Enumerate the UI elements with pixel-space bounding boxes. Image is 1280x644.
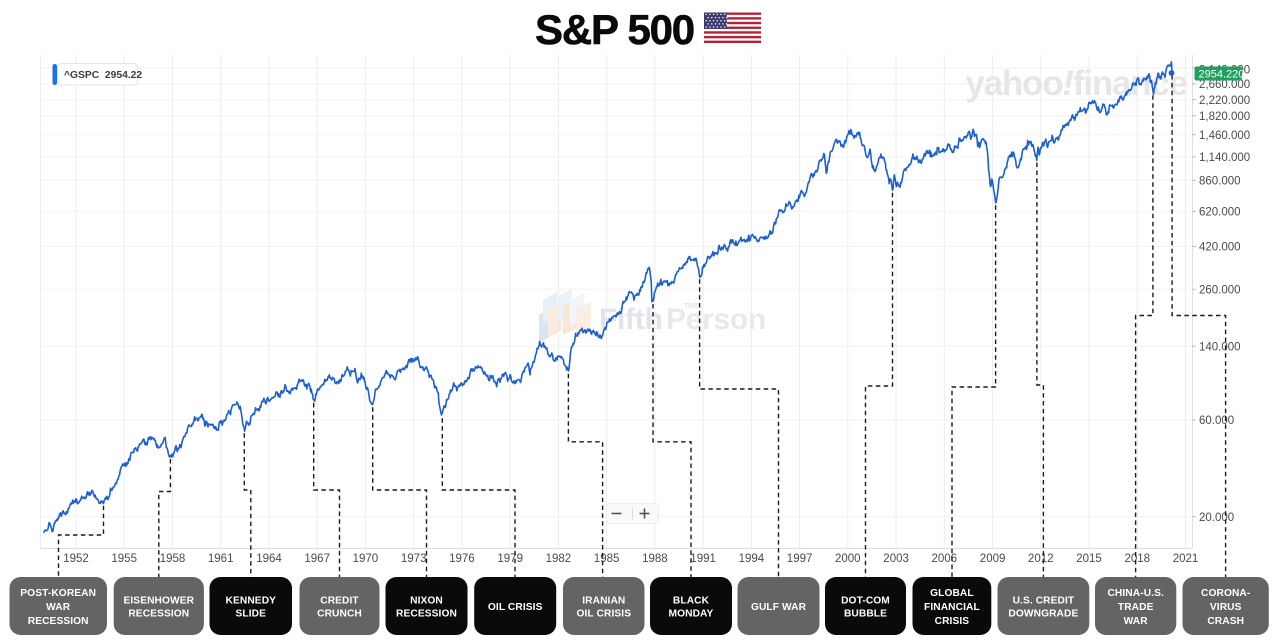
svg-text:OIL CRISIS: OIL CRISIS	[488, 602, 543, 613]
svg-text:20.000: 20.000	[1199, 512, 1234, 524]
svg-text:860.000: 860.000	[1199, 176, 1241, 188]
svg-text:CREDIT: CREDIT	[320, 595, 359, 606]
svg-text:BUBBLE: BUBBLE	[844, 608, 887, 619]
svg-text:THE: THE	[684, 303, 698, 310]
svg-text:WAR: WAR	[46, 602, 71, 613]
svg-text:1,140.000: 1,140.000	[1199, 152, 1250, 164]
svg-text:1988: 1988	[642, 553, 668, 565]
svg-text:1,820.000: 1,820.000	[1199, 111, 1250, 123]
svg-text:BLACK: BLACK	[673, 595, 710, 606]
svg-text:1982: 1982	[546, 553, 572, 565]
svg-text:EISENHOWER: EISENHOWER	[123, 595, 194, 606]
svg-text:1973: 1973	[401, 553, 427, 565]
svg-text:RECESSION: RECESSION	[396, 608, 457, 619]
svg-text:1985: 1985	[594, 553, 620, 565]
svg-text:2,220.000: 2,220.000	[1199, 95, 1250, 107]
svg-text:2954.220: 2954.220	[1199, 69, 1245, 81]
svg-text:Person: Person	[666, 303, 766, 336]
svg-text:2000: 2000	[835, 553, 861, 565]
svg-text:FINANCIAL: FINANCIAL	[924, 602, 980, 613]
svg-text:DOT-COM: DOT-COM	[841, 595, 890, 606]
svg-text:1994: 1994	[739, 553, 765, 565]
svg-text:2009: 2009	[980, 553, 1006, 565]
svg-text:1,460.000: 1,460.000	[1199, 130, 1250, 142]
svg-text:TRADE: TRADE	[1118, 602, 1154, 613]
svg-text:WAR: WAR	[1124, 616, 1149, 627]
svg-text:1997: 1997	[787, 553, 813, 565]
svg-text:1979: 1979	[497, 553, 523, 565]
svg-text:2021: 2021	[1173, 553, 1199, 565]
svg-text:60.000: 60.000	[1199, 415, 1234, 427]
svg-text:1976: 1976	[449, 553, 475, 565]
svg-text:2018: 2018	[1125, 553, 1151, 565]
svg-text:yahoo!finance: yahoo!finance	[965, 64, 1187, 103]
svg-text:2012: 2012	[1028, 553, 1054, 565]
svg-text:^GSPC 2954.22: ^GSPC 2954.22	[64, 70, 142, 81]
svg-text:620.000: 620.000	[1199, 207, 1241, 219]
svg-text:OIL CRISIS: OIL CRISIS	[577, 608, 632, 619]
svg-text:DOWNGRADE: DOWNGRADE	[1008, 608, 1078, 619]
svg-text:POST-KOREAN: POST-KOREAN	[20, 588, 96, 599]
svg-text:CHINA-U.S.: CHINA-U.S.	[1107, 588, 1164, 599]
svg-text:2015: 2015	[1076, 553, 1102, 565]
svg-text:140.000: 140.000	[1199, 341, 1241, 353]
svg-text:RECESSION: RECESSION	[128, 608, 189, 619]
svg-text:1955: 1955	[111, 553, 137, 565]
svg-text:U.S. CREDIT: U.S. CREDIT	[1013, 595, 1075, 606]
svg-text:2,660.000: 2,660.000	[1199, 79, 1250, 91]
svg-text:RECESSION: RECESSION	[28, 616, 89, 627]
svg-text:260.000: 260.000	[1199, 285, 1241, 297]
svg-text:1964: 1964	[256, 553, 282, 565]
svg-text:1967: 1967	[304, 553, 330, 565]
svg-text:CRUNCH: CRUNCH	[317, 608, 362, 619]
svg-text:CRASH: CRASH	[1207, 616, 1244, 627]
svg-text:2003: 2003	[883, 553, 909, 565]
svg-text:CRISIS: CRISIS	[935, 616, 970, 627]
svg-text:2006: 2006	[932, 553, 958, 565]
svg-text:1961: 1961	[208, 553, 234, 565]
svg-text:NIXON: NIXON	[410, 595, 443, 606]
svg-text:SLIDE: SLIDE	[236, 608, 267, 619]
svg-text:1952: 1952	[63, 553, 89, 565]
svg-text:1970: 1970	[353, 553, 379, 565]
svg-text:420.000: 420.000	[1199, 242, 1241, 254]
svg-text:1991: 1991	[690, 553, 716, 565]
svg-text:GLOBAL: GLOBAL	[930, 588, 974, 599]
svg-text:GULF WAR: GULF WAR	[751, 602, 807, 613]
svg-text:KENNEDY: KENNEDY	[226, 595, 277, 606]
svg-text:1958: 1958	[160, 553, 186, 565]
svg-text:MONDAY: MONDAY	[669, 608, 714, 619]
svg-text:IRANIAN: IRANIAN	[582, 595, 625, 606]
svg-text:VIRUS: VIRUS	[1210, 602, 1242, 613]
svg-text:CORONA-: CORONA-	[1201, 588, 1250, 599]
